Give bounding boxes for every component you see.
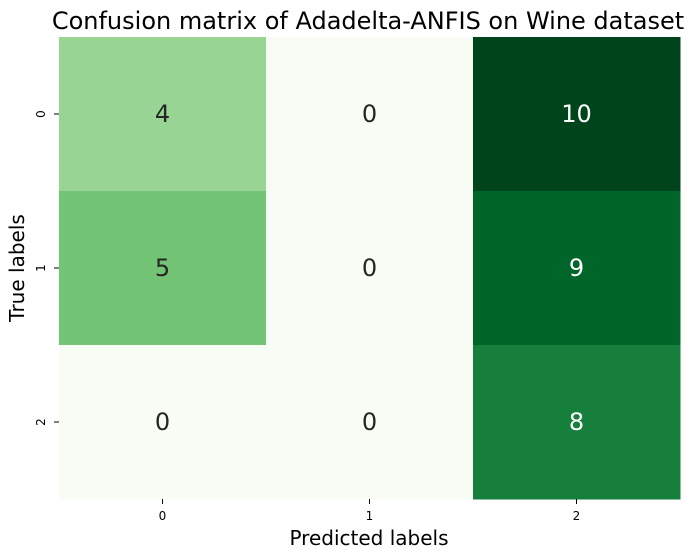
heatmap-cell-2-2 (473, 345, 681, 500)
x-tick-label-0: 0 (159, 509, 167, 523)
heatmap-cell-0-2 (473, 37, 681, 192)
x-tick-label-1: 1 (366, 509, 374, 523)
y-tick-label-2: 2 (34, 418, 48, 426)
heatmap-cell-0-0 (59, 37, 267, 192)
heatmap-cells: 4 0 10 5 0 9 0 0 8 (59, 37, 681, 500)
cell-value-label-2-0: 0 (155, 408, 170, 436)
heatmap-cell-0-1 (266, 37, 474, 192)
heatmap-cell-1-2 (473, 191, 681, 346)
x-axis-label: Predicted labels (289, 526, 448, 550)
cell-value-label-2-2: 8 (569, 408, 584, 436)
y-tick-label-0: 0 (34, 110, 48, 118)
cell-value-label-0-1: 0 (362, 100, 377, 128)
y-tick-label-1: 1 (34, 264, 48, 272)
cell-value-label-0-2: 10 (561, 100, 592, 128)
y-axis-label: True labels (5, 214, 29, 323)
cell-value-label-2-1: 0 (362, 408, 377, 436)
x-tick-label-2: 2 (573, 509, 581, 523)
heatmap-cell-1-1 (266, 191, 474, 346)
heatmap-cell-1-0 (59, 191, 267, 346)
cell-value-label-1-2: 9 (569, 254, 584, 282)
cell-value-label-0-0: 4 (155, 100, 170, 128)
cell-value-label-1-1: 0 (362, 254, 377, 282)
cell-value-label-1-0: 5 (155, 254, 170, 282)
axis-ticks: 0 1 2 0 1 2 (34, 110, 580, 523)
heatmap-cell-2-1 (266, 345, 474, 500)
chart-title: Confusion matrix of Adadelta-ANFIS on Wi… (52, 7, 684, 35)
heatmap-cell-2-0 (59, 345, 267, 500)
